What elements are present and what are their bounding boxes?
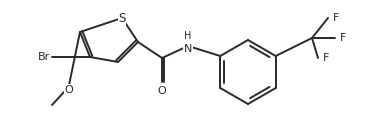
Text: F: F bbox=[340, 33, 346, 43]
Text: N: N bbox=[184, 44, 192, 54]
Text: S: S bbox=[118, 11, 126, 24]
Text: Br: Br bbox=[38, 52, 50, 62]
Text: O: O bbox=[158, 86, 167, 96]
Text: H: H bbox=[184, 31, 192, 41]
Text: F: F bbox=[323, 53, 329, 63]
Text: F: F bbox=[333, 13, 339, 23]
Text: O: O bbox=[65, 85, 73, 95]
